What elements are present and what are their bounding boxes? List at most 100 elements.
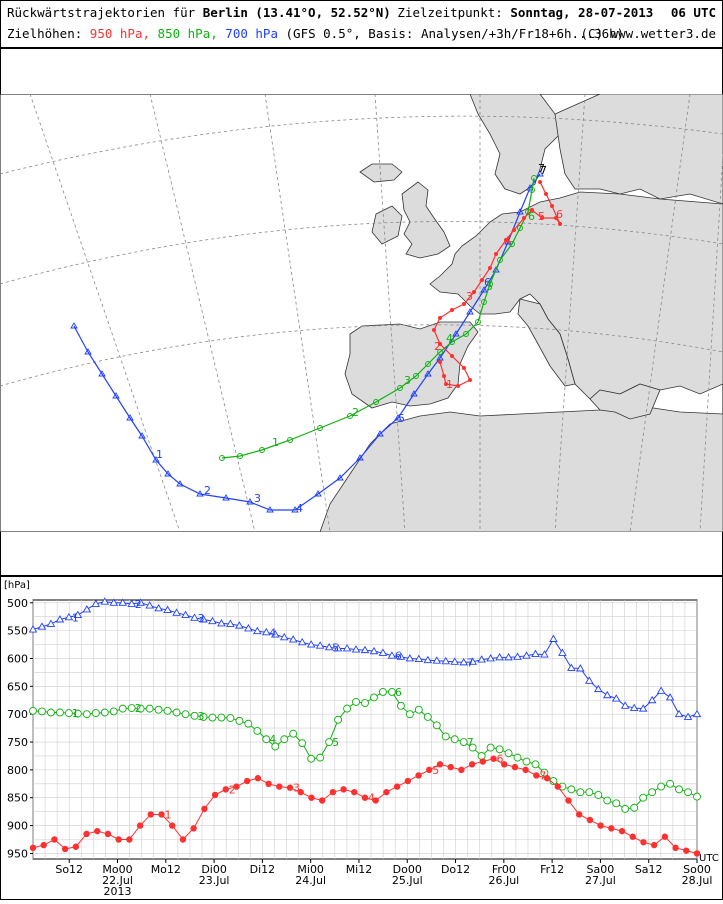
trajectory-h850-label: 1 <box>272 436 279 449</box>
series-hour-label-2: 1 <box>165 808 172 821</box>
series-point-1 <box>486 743 495 752</box>
series-point-2 <box>340 786 347 793</box>
series-point-1 <box>675 785 684 794</box>
x-tick-label: Do12 <box>441 863 470 876</box>
series-point-0 <box>647 695 657 704</box>
series-point-0 <box>28 625 38 633</box>
series-point-0 <box>226 619 235 627</box>
series-point-0 <box>396 652 406 660</box>
target-time: Sonntag, 28-07-2013 <box>510 5 654 20</box>
trajectory-h950-marker <box>444 382 448 386</box>
series-point-2 <box>158 811 165 818</box>
trajectory-h950-marker <box>432 328 436 332</box>
series-point-0 <box>567 663 576 671</box>
trajectory-h700-label: 4 <box>296 502 303 515</box>
series-point-0 <box>244 624 253 632</box>
y-tick-label: 950 <box>7 847 28 860</box>
x-date-label: 28.Jul <box>682 874 713 887</box>
trajectory-h700-marker <box>480 286 488 293</box>
series-point-0 <box>306 640 316 648</box>
trajectory-h700-marker <box>246 498 254 505</box>
series-point-0 <box>199 615 208 623</box>
trajectory-h850-marker <box>287 437 293 443</box>
series-point-2 <box>683 847 690 854</box>
x-tick-label: Mi00 <box>297 863 324 876</box>
trajectory-h850-marker <box>317 425 323 431</box>
series-point-2 <box>136 822 144 829</box>
trajectory-h700-marker <box>291 506 299 513</box>
series-point-1 <box>666 779 675 788</box>
trajectory-h700-marker <box>336 474 344 481</box>
trajectory-h700-marker <box>266 506 274 513</box>
trajectory-h850-marker <box>517 225 523 231</box>
trajectory-h850-marker <box>259 447 265 453</box>
series-point-0 <box>279 632 289 641</box>
land-masses <box>319 93 723 533</box>
x-year-label: 2013 <box>104 885 132 898</box>
series-point-2 <box>415 772 422 779</box>
series-point-2 <box>383 788 390 796</box>
series-point-0 <box>342 644 352 652</box>
series-point-0 <box>288 635 298 643</box>
trajectory-h700-marker <box>452 330 460 337</box>
series-point-1 <box>29 706 37 715</box>
series-point-1 <box>55 708 64 717</box>
series-point-1 <box>648 788 657 797</box>
series-hour-label-1: 1 <box>72 707 79 720</box>
series-point-1 <box>540 768 549 777</box>
series-point-0 <box>665 693 675 701</box>
series-point-1 <box>109 707 118 716</box>
trajectory-h700-marker <box>314 490 322 497</box>
series-point-2 <box>94 827 101 835</box>
model-info: (GFS 0.5°, Basis: Analysen/+3h/Fr18+6h..… <box>285 26 625 41</box>
header-panel: Rückwärtstrajektorien für Berlin (13.41°… <box>0 0 723 48</box>
series-point-0 <box>55 615 65 623</box>
series-point-0 <box>109 598 119 606</box>
series-point-2 <box>468 761 476 768</box>
height-950: 950 hPa, <box>89 26 151 41</box>
series-hour-label-0: 3 <box>198 612 205 625</box>
trajectory-h950-label: 4 <box>504 234 511 247</box>
series-point-0 <box>127 599 136 607</box>
x-date-label: 25.Jul <box>392 874 423 887</box>
series-point-0 <box>585 676 594 684</box>
series-point-1 <box>145 704 154 713</box>
series-point-1 <box>235 716 244 725</box>
plot-area <box>32 599 698 860</box>
series-point-2 <box>276 783 283 790</box>
trajectory-h700-marker <box>394 414 402 421</box>
series-point-0 <box>163 605 172 613</box>
series-point-2 <box>222 786 229 793</box>
trajectory-h700-marker <box>138 432 146 439</box>
y-tick-label: 900 <box>7 820 28 833</box>
trajectory-h950-marker <box>530 208 534 212</box>
series-point-1 <box>244 719 253 728</box>
series-hour-label-1: 5 <box>332 736 339 749</box>
trajectory-h950-label: 3 <box>466 290 473 303</box>
x-tick-label: Di00 <box>201 863 227 876</box>
series-hour-label-1: 3 <box>198 710 205 723</box>
series-point-0 <box>82 605 92 613</box>
series-point-2 <box>297 788 304 796</box>
series-point-0 <box>136 598 145 606</box>
series-point-1 <box>513 753 522 762</box>
series-point-2 <box>672 844 679 852</box>
trajectory-h950-marker <box>438 360 442 364</box>
series-point-0 <box>450 657 460 665</box>
trajectory-h950-marker <box>538 180 542 184</box>
series-point-0 <box>441 656 451 665</box>
trajectory-h700-marker <box>376 430 384 437</box>
trajectory-h950-marker <box>504 238 508 242</box>
series-hour-label-0: 1 <box>72 611 79 624</box>
x-tick-label: Di12 <box>250 863 276 876</box>
series-hour-label-0: 7 <box>467 656 474 669</box>
series-point-2 <box>201 805 208 813</box>
series-point-2 <box>533 772 540 779</box>
series-point-2 <box>404 777 412 785</box>
series-point-1 <box>163 706 172 715</box>
trajectory-h700-label: 3 <box>254 492 261 505</box>
series-point-1 <box>343 704 352 713</box>
trajectory-h950-marker <box>512 228 516 232</box>
